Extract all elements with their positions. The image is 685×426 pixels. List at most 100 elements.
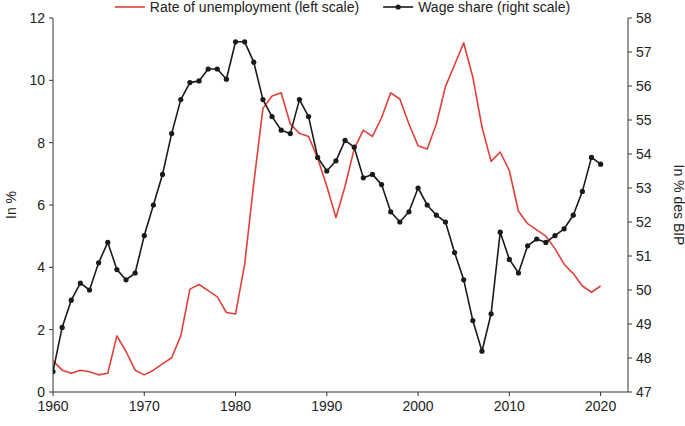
- series-marker: [297, 97, 302, 102]
- series-marker: [123, 277, 128, 282]
- y-tick-label: 2: [37, 322, 45, 338]
- series-marker: [379, 182, 384, 187]
- x-tick: [326, 392, 327, 396]
- y-tick-label: 10: [29, 72, 45, 88]
- series-marker: [233, 39, 238, 44]
- series-marker: [498, 230, 503, 235]
- x-tick: [235, 392, 236, 396]
- series-marker: [488, 311, 493, 316]
- series-marker: [142, 233, 147, 238]
- series-marker: [361, 175, 366, 180]
- y2-tick-label: 57: [636, 44, 652, 60]
- series-marker: [206, 66, 211, 71]
- series-marker: [315, 155, 320, 160]
- series-marker: [461, 277, 466, 282]
- y2-tick: [628, 324, 632, 325]
- series-marker: [53, 369, 56, 374]
- series-marker: [571, 213, 576, 218]
- series-marker: [78, 281, 83, 286]
- series-marker: [534, 236, 539, 241]
- y-tick-label: 0: [37, 384, 45, 400]
- y-tick: [49, 80, 53, 81]
- series-marker: [288, 131, 293, 136]
- series-marker: [151, 202, 156, 207]
- y2-tick-label: 52: [636, 214, 652, 230]
- series-marker: [105, 240, 110, 245]
- series-marker: [306, 114, 311, 119]
- series-marker: [406, 209, 411, 214]
- series-marker: [215, 66, 220, 71]
- series-line: [53, 42, 601, 372]
- series-marker: [324, 168, 329, 173]
- y2-axis-line: [628, 18, 629, 392]
- series-marker: [133, 270, 138, 275]
- series-marker: [60, 325, 65, 330]
- legend-label: Rate of unemployment (left scale): [150, 0, 359, 15]
- series-marker: [580, 189, 585, 194]
- legend: Rate of unemployment (left scale) Wage sh…: [115, 0, 570, 15]
- y2-tick-label: 56: [636, 78, 652, 94]
- y2-tick-label: 47: [636, 384, 652, 400]
- y-tick-label: 12: [29, 10, 45, 26]
- series-marker: [251, 60, 256, 65]
- y-tick: [49, 267, 53, 268]
- series-marker: [397, 219, 402, 224]
- y-tick: [49, 18, 53, 19]
- y2-tick-label: 51: [636, 248, 652, 264]
- series-marker: [169, 131, 174, 136]
- series-marker: [598, 162, 603, 167]
- series-marker: [525, 243, 530, 248]
- x-tick-label: 2010: [494, 398, 525, 414]
- series-marker: [543, 240, 548, 245]
- series-marker: [178, 97, 183, 102]
- y2-tick: [628, 290, 632, 291]
- y2-tick-label: 49: [636, 316, 652, 332]
- series-marker: [370, 172, 375, 177]
- y2-tick: [628, 18, 632, 19]
- y-tick-label: 8: [37, 135, 45, 151]
- series-marker: [333, 158, 338, 163]
- series-marker: [260, 97, 265, 102]
- series-marker: [224, 77, 229, 82]
- series-marker: [242, 39, 247, 44]
- series-marker: [507, 257, 512, 262]
- y2-tick: [628, 358, 632, 359]
- x-tick-label: 1960: [37, 398, 68, 414]
- y2-tick-label: 50: [636, 282, 652, 298]
- y2-tick-label: 48: [636, 350, 652, 366]
- x-tick-label: 1970: [129, 398, 160, 414]
- series-marker: [552, 233, 557, 238]
- y2-tick: [628, 188, 632, 189]
- series-marker: [589, 155, 594, 160]
- series-marker: [87, 287, 92, 292]
- series-marker: [342, 138, 347, 143]
- x-tick: [509, 392, 510, 396]
- series-marker: [279, 128, 284, 133]
- x-tick: [53, 392, 54, 396]
- plot-area: [53, 39, 603, 375]
- x-axis-line: [53, 392, 628, 393]
- legend-marker: [396, 4, 401, 9]
- y2-tick: [628, 120, 632, 121]
- x-tick: [418, 392, 419, 396]
- legend-swatch: [115, 6, 145, 8]
- series-marker: [516, 270, 521, 275]
- y2-tick: [628, 392, 632, 393]
- y2-axis-title: In % des BIP: [671, 165, 685, 246]
- y2-tick-label: 58: [636, 10, 652, 26]
- y2-tick-label: 53: [636, 180, 652, 196]
- series-marker: [269, 114, 274, 119]
- series-marker: [352, 145, 357, 150]
- series-marker: [415, 185, 420, 190]
- series-marker: [452, 250, 457, 255]
- series-marker: [388, 209, 393, 214]
- series-marker: [114, 267, 119, 272]
- x-tick: [144, 392, 145, 396]
- y2-tick: [628, 154, 632, 155]
- legend-label: Wage share (right scale): [418, 0, 570, 15]
- y2-tick-label: 54: [636, 146, 652, 162]
- series-marker: [562, 226, 567, 231]
- chart: 1960197019801990200020102020024681012474…: [0, 0, 685, 426]
- series-marker: [160, 172, 165, 177]
- series-marker: [443, 219, 448, 224]
